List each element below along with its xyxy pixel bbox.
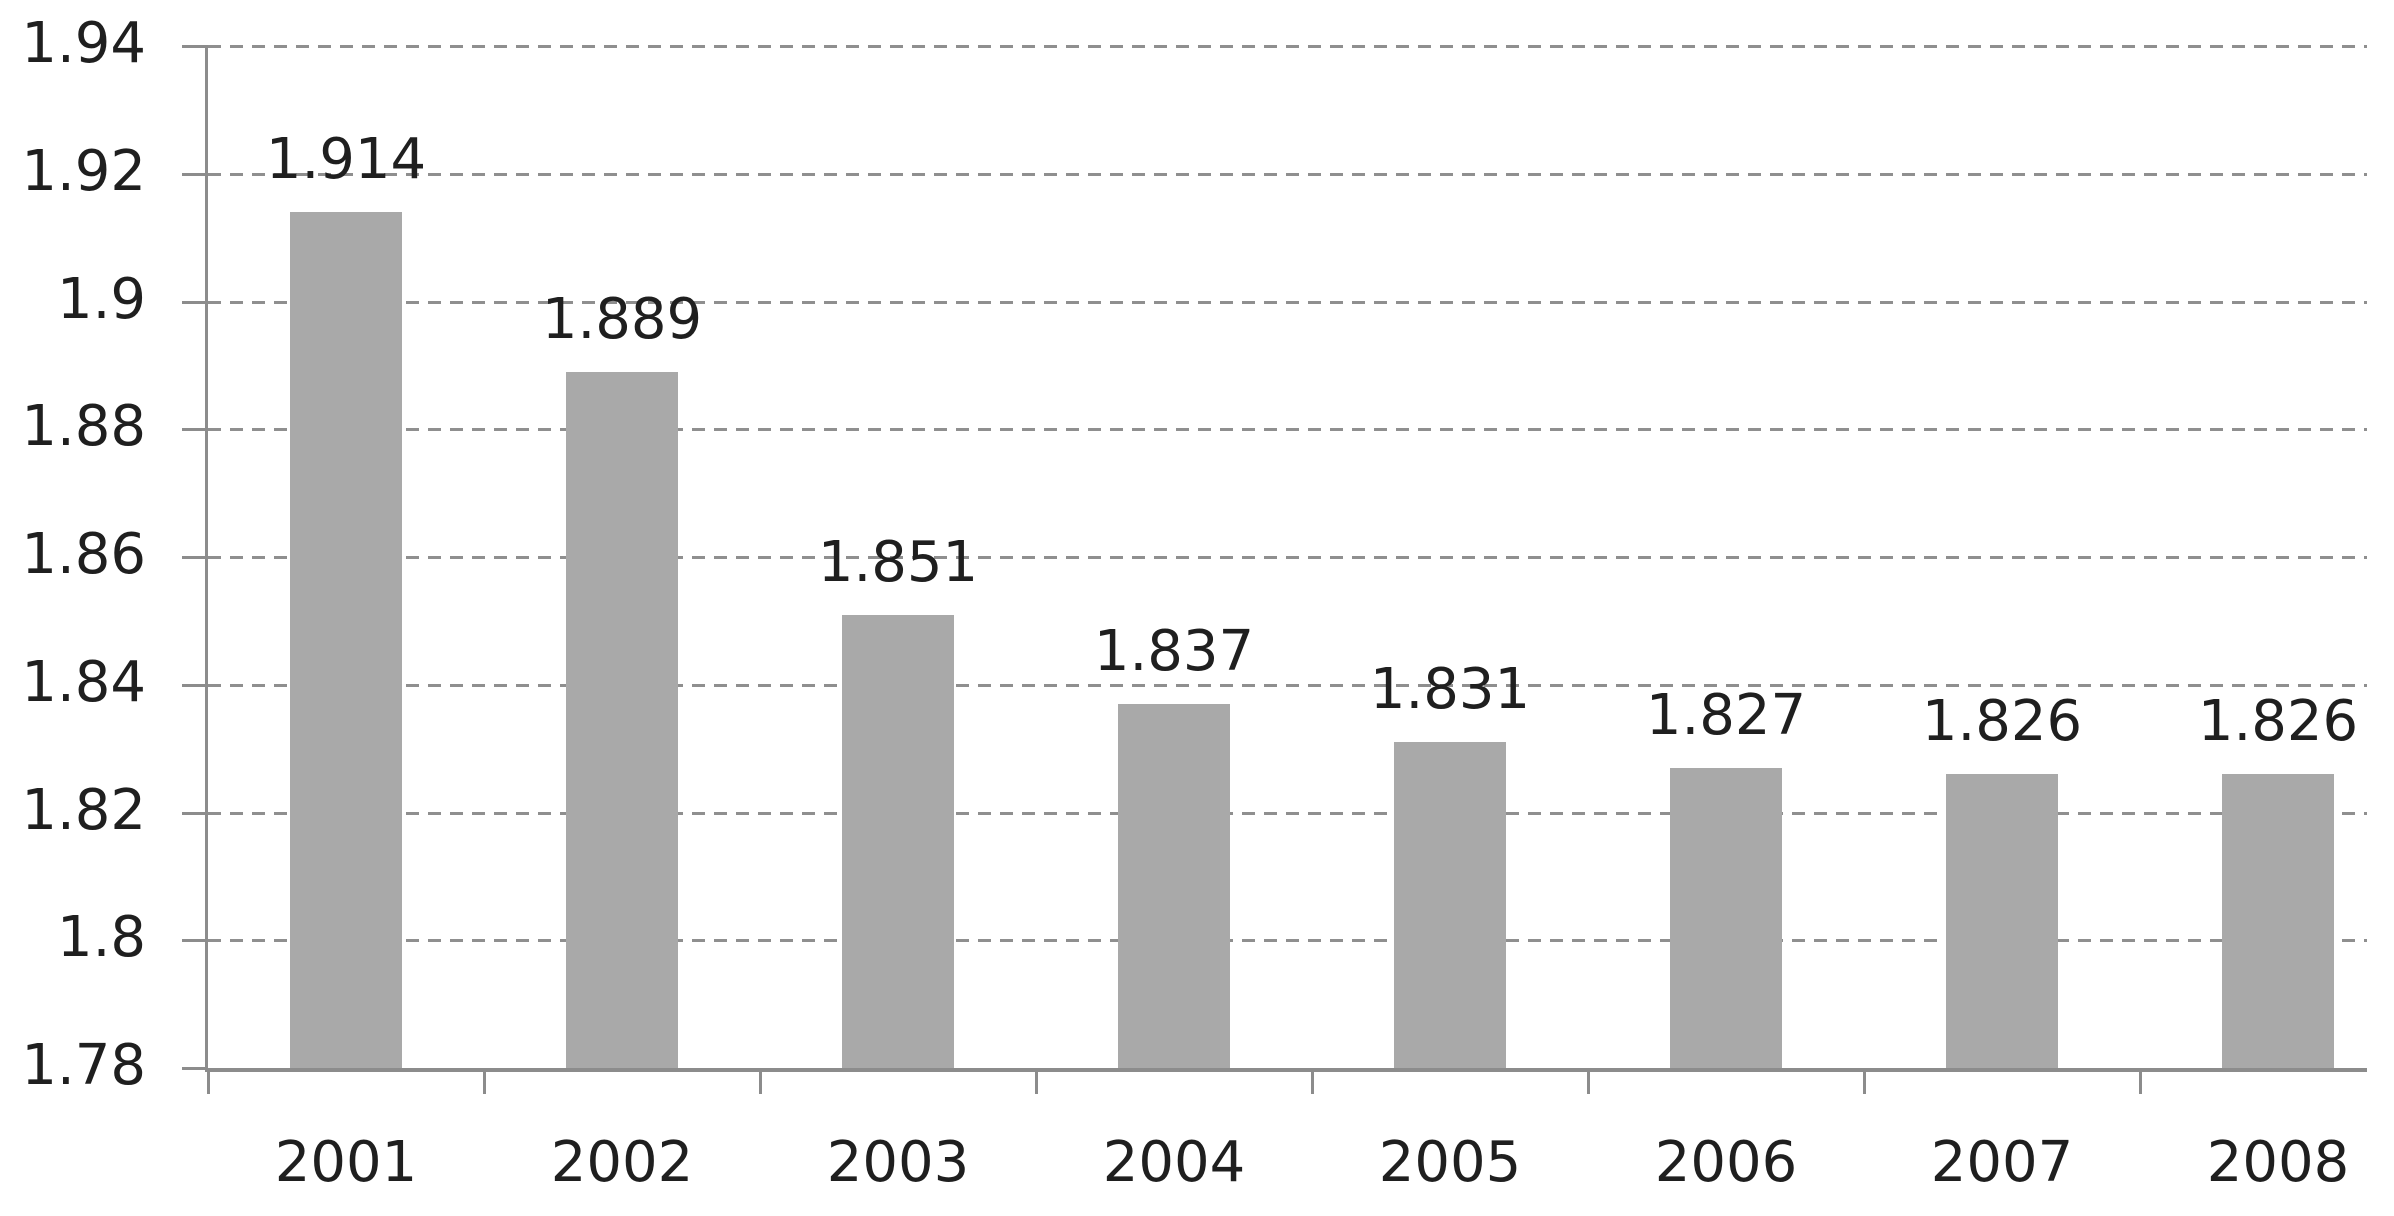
bar xyxy=(566,371,678,1068)
plot-area: 1.914 1.889 1.851 1.837 1.831 1.827 1.826 1.826 xyxy=(182,45,2367,1094)
x-axis-category-label: 2007 xyxy=(1930,1130,2074,1195)
y-axis-tick-label: 1.92 xyxy=(21,138,146,204)
bar xyxy=(842,614,954,1068)
gridline xyxy=(208,556,2367,559)
bar-value-label: 1.889 xyxy=(541,286,703,352)
y-axis-tick xyxy=(182,300,208,304)
y-axis-tick-label: 1.9 xyxy=(56,266,146,332)
x-axis-tick xyxy=(1862,1072,1866,1094)
x-axis-category-label: 2008 xyxy=(2206,1130,2350,1195)
x-axis-category-label: 2006 xyxy=(1654,1130,1798,1195)
y-axis-tick xyxy=(182,45,208,48)
gridline xyxy=(208,811,2367,815)
bar xyxy=(1118,703,1230,1068)
bar-value-label: 1.826 xyxy=(2197,689,2359,755)
gridline xyxy=(208,939,2367,943)
bar-value-label: 1.827 xyxy=(1645,682,1807,748)
bar-value-label: 1.837 xyxy=(1093,618,1255,684)
bar-value-label: 1.914 xyxy=(265,127,427,193)
y-axis-tick xyxy=(182,811,208,815)
bar xyxy=(2222,774,2334,1068)
y-axis-tick-label: 1.8 xyxy=(56,905,146,971)
bar xyxy=(1394,742,1506,1068)
x-axis-category-label: 2005 xyxy=(1378,1130,1522,1195)
bar-value-label: 1.851 xyxy=(817,529,979,595)
y-axis-tick-label: 1.84 xyxy=(21,649,146,715)
y-axis-tick-label: 1.82 xyxy=(21,777,146,843)
y-axis-tick-label: 1.86 xyxy=(21,522,146,587)
x-axis-tick xyxy=(482,1072,486,1094)
gridline xyxy=(208,683,2367,687)
y-axis-tick xyxy=(182,939,208,943)
bar xyxy=(1670,767,1782,1068)
x-axis-category-label: 2003 xyxy=(826,1130,970,1195)
x-axis-tick xyxy=(758,1072,762,1094)
gridline xyxy=(208,172,2367,176)
y-axis-tick-label: 1.88 xyxy=(21,394,146,460)
x-axis-tick xyxy=(1310,1072,1314,1094)
y-axis-tick-label: 1.94 xyxy=(21,11,146,76)
y-axis-tick-label: 1.78 xyxy=(21,1033,146,1098)
y-axis-tick xyxy=(182,172,208,176)
y-axis-tick xyxy=(182,556,208,559)
x-axis-category-label: 2001 xyxy=(274,1130,418,1195)
y-axis-tick xyxy=(182,683,208,687)
bar xyxy=(290,212,402,1068)
gridline xyxy=(208,45,2367,48)
x-axis-category-label: 2002 xyxy=(550,1130,694,1195)
x-axis-category-label: 2004 xyxy=(1102,1130,1246,1195)
x-axis-tick xyxy=(2138,1072,2142,1094)
y-axis-tick xyxy=(182,1067,208,1070)
y-axis-tick xyxy=(182,428,208,432)
bar xyxy=(1946,774,2058,1068)
bar-value-label: 1.826 xyxy=(1921,689,2083,755)
bar-value-label: 1.831 xyxy=(1369,657,1531,723)
x-axis-tick xyxy=(1586,1072,1590,1094)
gridline xyxy=(208,300,2367,304)
x-axis-tick xyxy=(206,1072,210,1094)
x-axis-tick xyxy=(1034,1072,1038,1094)
gridline xyxy=(208,428,2367,432)
